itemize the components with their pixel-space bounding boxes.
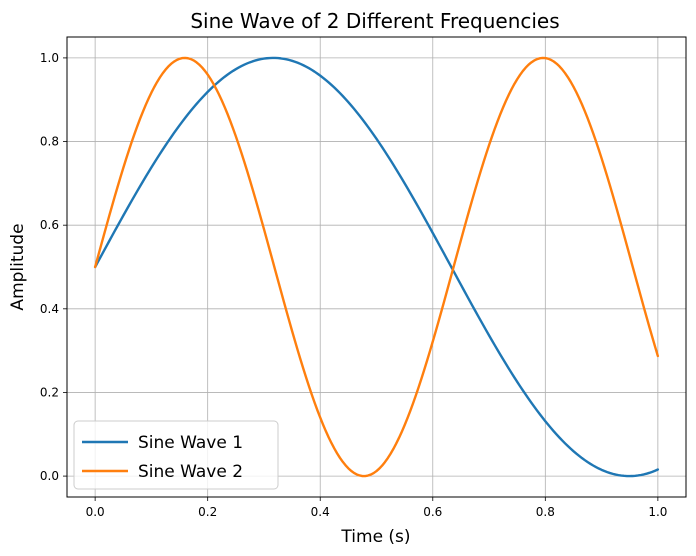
- x-tick-label: 0.0: [86, 505, 105, 519]
- ticks: 0.0 0.2 0.4 0.6 0.8 1.0 0.0 0.2 0.4 0.6 0.8 1.0: [40, 51, 668, 519]
- y-tick-label: 0.2: [40, 385, 59, 399]
- legend-label-2: Sine Wave 2: [138, 462, 243, 482]
- plot-frame: [66, 36, 687, 498]
- x-tick-label: 0.8: [536, 505, 555, 519]
- series-line-2: [93, 56, 660, 478]
- x-tick-label: 0.6: [423, 505, 442, 519]
- legend-label-1: Sine Wave 1: [138, 433, 243, 453]
- x-axis-title: Time (s): [340, 527, 410, 547]
- legend: Sine Wave 1 Sine Wave 2: [73, 420, 279, 490]
- chart-title: Sine Wave of 2 Different Frequencies: [190, 9, 559, 33]
- series-lines: [93, 56, 660, 478]
- y-tick-label: 0.4: [40, 302, 59, 316]
- y-tick-label: 0.0: [40, 469, 59, 483]
- y-tick-label: 0.8: [40, 135, 59, 149]
- y-tick-label: 0.6: [40, 218, 59, 232]
- x-tick-label: 0.4: [311, 505, 330, 519]
- axes: [66, 36, 687, 498]
- x-tick-label: 1.0: [648, 505, 667, 519]
- x-tick-label: 0.2: [198, 505, 217, 519]
- y-axis-title: Amplitude: [8, 223, 28, 310]
- y-tick-label: 1.0: [40, 51, 59, 65]
- series-line-1: [93, 56, 660, 478]
